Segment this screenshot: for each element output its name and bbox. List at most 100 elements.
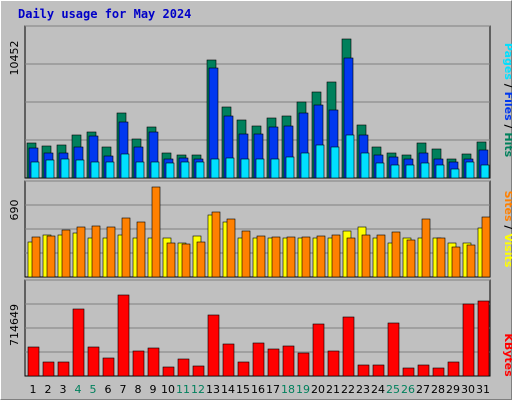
- sites-bar: [451, 246, 461, 278]
- day-label: 13: [206, 383, 220, 396]
- day-label: 28: [431, 383, 445, 396]
- pages-bar: [225, 157, 235, 179]
- pages-bar: [465, 161, 475, 179]
- day-label: 14: [221, 383, 235, 396]
- sites-bar: [106, 226, 116, 278]
- kbytes-bar: [162, 366, 175, 377]
- day-label: 7: [120, 383, 127, 396]
- pages-bar: [90, 161, 100, 179]
- pages-bar: [360, 152, 370, 179]
- day-label: 27: [416, 383, 430, 396]
- pages-bar: [240, 158, 250, 179]
- sites-bar: [91, 225, 101, 278]
- kbytes-bar: [57, 361, 70, 377]
- kbytes-bar: [72, 308, 85, 377]
- sites-bar: [346, 237, 356, 278]
- day-label: 4: [75, 383, 82, 396]
- sites-bar: [166, 242, 176, 278]
- pages-bar: [255, 158, 265, 179]
- kbytes-bar: [102, 357, 115, 377]
- kbytes-bar: [147, 347, 160, 377]
- kbytes-bar: [222, 343, 235, 377]
- day-label: 16: [251, 383, 265, 396]
- pages-bar: [285, 156, 295, 179]
- legend-hits-files-pages-part: Hits: [502, 132, 512, 157]
- legend-hits-files-pages: Pages / Files / Hits: [502, 43, 512, 158]
- day-label: 1: [30, 383, 37, 396]
- legend-hits-files-pages-part: Files: [502, 92, 512, 122]
- pages-bar: [375, 162, 385, 179]
- sites-bar: [211, 211, 221, 278]
- hits-files-pages-ymax-label: 10452: [8, 41, 21, 76]
- right-labels: Pages / Files / Hits Sites / Visits KBytes: [502, 43, 512, 377]
- day-label: 9: [150, 383, 157, 396]
- pages-bar: [420, 162, 430, 179]
- day-label: 19: [296, 383, 310, 396]
- sites-bar: [31, 236, 41, 278]
- pages-bar: [30, 161, 40, 179]
- day-label: 20: [311, 383, 325, 396]
- pages-bar: [195, 161, 205, 179]
- sites-bar: [76, 226, 86, 278]
- day-label: 6: [105, 383, 112, 396]
- sites-bar: [271, 236, 281, 278]
- kbytes-bar: [387, 322, 400, 377]
- sites-bar: [376, 234, 386, 278]
- day-label: 23: [356, 383, 370, 396]
- sites-bar: [61, 229, 71, 278]
- sites-bar: [46, 235, 56, 278]
- chart-title: Daily usage for May 2024: [18, 7, 192, 21]
- kbytes-bar: [297, 352, 310, 377]
- legend-hits-files-pages-part: /: [502, 80, 512, 92]
- kbytes-bar: [177, 358, 190, 377]
- kbytes-bar: [27, 346, 40, 377]
- day-label: 25: [386, 383, 400, 396]
- sites-bar: [151, 186, 161, 278]
- kbytes-bar: [87, 346, 100, 377]
- day-label: 8: [135, 383, 142, 396]
- kbytes-bar: [477, 300, 490, 377]
- sites-bar: [466, 244, 476, 278]
- sites-bar: [361, 234, 371, 278]
- sites-bar: [256, 235, 266, 278]
- day-label: 18: [281, 383, 295, 396]
- sites-bar: [391, 231, 401, 278]
- pages-bar: [165, 162, 175, 179]
- kbytes-bar: [252, 342, 265, 377]
- y-max-labels: 10452 690 714649: [8, 41, 21, 347]
- pages-bar: [330, 146, 340, 179]
- kbytes-bar: [372, 364, 385, 377]
- day-labels: 1 2 3 4 5 6 7 8 9 10 11 12 13 14 15 16 17 18 19 20 21 22 23 24 2…: [30, 383, 491, 396]
- kbytes-bar: [207, 314, 220, 377]
- kbytes-ymax-label: 714649: [8, 304, 21, 346]
- kbytes-bar: [282, 345, 295, 377]
- sites-bar: [421, 218, 431, 278]
- day-label: 15: [236, 383, 250, 396]
- pages-bar: [270, 158, 280, 179]
- kbytes-bar: [357, 364, 370, 377]
- visits-sites-ymax-label: 690: [8, 200, 21, 221]
- day-label: 21: [326, 383, 340, 396]
- day-label: 22: [341, 383, 355, 396]
- legend-sites-visits: Sites / Visits: [502, 191, 512, 268]
- kbytes-bar: [327, 350, 340, 377]
- kbytes-bar: [42, 361, 55, 377]
- pages-bar: [180, 161, 190, 179]
- pages-bar: [405, 164, 415, 179]
- sites-bar: [286, 236, 296, 278]
- day-label: 24: [371, 383, 385, 396]
- day-label: 29: [446, 383, 460, 396]
- pages-bar: [60, 158, 70, 179]
- day-label: 26: [401, 383, 415, 396]
- pages-bar: [300, 152, 310, 179]
- kbytes-bar: [237, 361, 250, 377]
- pages-bar: [120, 153, 130, 179]
- kbytes-bar: [462, 303, 475, 377]
- day-label: 30: [461, 383, 475, 396]
- sites-bar: [121, 217, 131, 278]
- kbytes-bar: [267, 348, 280, 377]
- sites-bar: [226, 218, 236, 278]
- legend-sites-visits-part: Visits: [502, 233, 512, 268]
- pages-bar: [390, 164, 400, 179]
- kbytes-bar: [342, 316, 355, 377]
